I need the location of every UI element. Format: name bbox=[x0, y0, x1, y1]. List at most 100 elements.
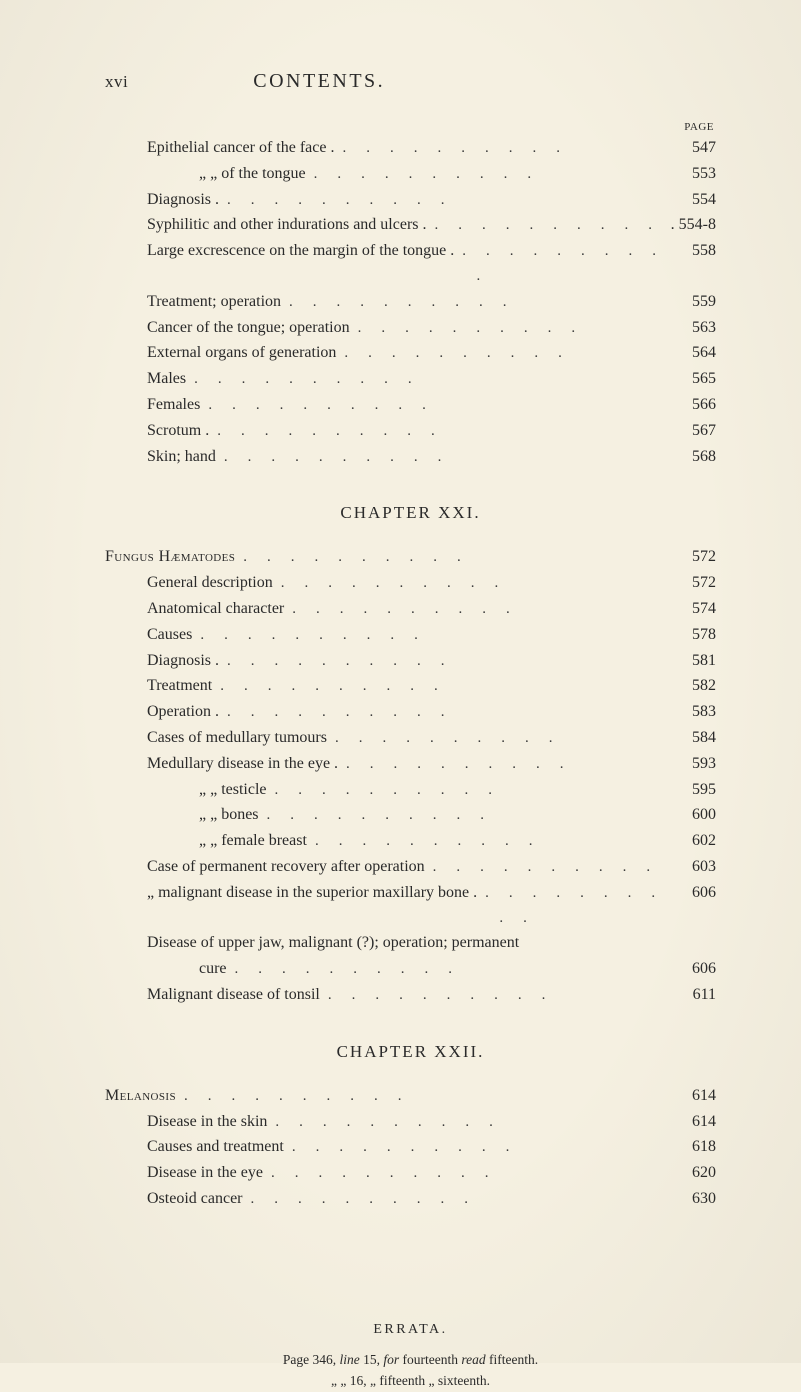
toc-top-entry-page: 554 bbox=[668, 188, 716, 213]
toc-ch21-entry-label: „ „ bones bbox=[199, 803, 259, 828]
toc-ch21-entry-label: „ „ female breast bbox=[199, 829, 307, 854]
dot-leader bbox=[307, 829, 668, 854]
dot-leader bbox=[334, 136, 668, 161]
errata-line-1-mid2: fourteenth bbox=[399, 1352, 461, 1367]
dot-leader bbox=[212, 674, 668, 699]
toc-ch21-entry-page: 578 bbox=[668, 623, 716, 648]
dot-leader bbox=[284, 597, 668, 622]
dot-leader bbox=[267, 778, 668, 803]
dot-leader bbox=[176, 1084, 668, 1109]
toc-ch21-entry-label: Medullary disease in the eye . bbox=[147, 752, 338, 777]
toc-ch21-entry-page: 602 bbox=[668, 829, 716, 854]
toc-top-entry-page: 547 bbox=[668, 136, 716, 161]
toc-top-entry-label: Skin; hand bbox=[147, 445, 216, 470]
toc-top-entry: Large excrescence on the margin of the t… bbox=[105, 239, 716, 289]
toc-top-entry: Skin; hand 568 bbox=[105, 445, 716, 470]
toc-top-entry: Syphilitic and other indurations and ulc… bbox=[105, 213, 716, 238]
toc-ch22-entry-page: 618 bbox=[668, 1135, 716, 1160]
toc-ch22-entry: Disease in the skin614 bbox=[105, 1110, 716, 1135]
toc-top-entry-page: 563 bbox=[668, 316, 716, 341]
errata-line-1-mid: 15, bbox=[360, 1352, 384, 1367]
toc-ch21-entry-page: 572 bbox=[668, 545, 716, 570]
toc-ch22-entry-label: Osteoid cancer bbox=[147, 1187, 243, 1212]
toc-ch21-entry: Diagnosis .581 bbox=[105, 649, 716, 674]
toc-ch22-entry-label: Melanosis bbox=[105, 1084, 176, 1109]
toc-ch21-entry-page: 593 bbox=[668, 752, 716, 777]
page-header: xvi CONTENTS. bbox=[105, 70, 716, 93]
toc-ch21-entry-page: 606 bbox=[668, 957, 716, 982]
dot-leader bbox=[186, 367, 668, 392]
dot-leader bbox=[263, 1161, 668, 1186]
dot-leader bbox=[267, 1110, 668, 1135]
dot-leader bbox=[209, 419, 668, 444]
toc-top-entry-page: 559 bbox=[668, 290, 716, 315]
toc-ch21-entry-page: 584 bbox=[668, 726, 716, 751]
toc-ch21-entry: Malignant disease of tonsil611 bbox=[105, 983, 716, 1008]
toc-ch21-entry-page: 572 bbox=[668, 571, 716, 596]
toc-ch21-entry-label: Disease of upper jaw, malignant (?); ope… bbox=[147, 931, 519, 956]
contents-title: CONTENTS. bbox=[253, 70, 385, 93]
dot-leader bbox=[219, 700, 668, 725]
dot-leader bbox=[235, 545, 668, 570]
toc-top-entry-page: 568 bbox=[668, 445, 716, 470]
toc-chapter-21: Fungus Hæmatodes572General description57… bbox=[105, 545, 716, 1007]
toc-top-entry-label: Epithelial cancer of the face . bbox=[147, 136, 334, 161]
toc-ch21-entry-label: „ malignant disease in the superior maxi… bbox=[147, 881, 477, 906]
toc-ch21-entry: Causes578 bbox=[105, 623, 716, 648]
toc-ch21-entry-label: General description bbox=[147, 571, 273, 596]
dot-leader bbox=[192, 623, 668, 648]
toc-ch21-entry: „ „ bones600 bbox=[105, 803, 716, 828]
toc-top-entry-label: Males bbox=[147, 367, 186, 392]
toc-top-entry-page: . 554-8 bbox=[668, 213, 716, 238]
toc-ch22-entry-page: 614 bbox=[668, 1110, 716, 1135]
toc-ch21-entry: General description 572 bbox=[105, 571, 716, 596]
chapter-21-heading: CHAPTER XXI. bbox=[105, 503, 716, 523]
toc-ch21-entry-page: 574 bbox=[668, 597, 716, 622]
toc-top-entry: Diagnosis .554 bbox=[105, 188, 716, 213]
toc-ch21-entry: Anatomical character 574 bbox=[105, 597, 716, 622]
toc-ch22-entry: Disease in the eye 620 bbox=[105, 1161, 716, 1186]
dot-leader bbox=[425, 855, 668, 880]
dot-leader bbox=[219, 649, 668, 674]
toc-ch22-entry-label: Disease in the eye bbox=[147, 1161, 263, 1186]
errata-line-1-italic2: for bbox=[383, 1352, 399, 1367]
toc-top-entry-page: 567 bbox=[668, 419, 716, 444]
toc-ch21-entry-label: „ „ testicle bbox=[199, 778, 267, 803]
toc-top-entry-label: Females bbox=[147, 393, 200, 418]
toc-top-entry: Cancer of the tongue; operation563 bbox=[105, 316, 716, 341]
errata-line-2: „ „ 16, „ fifteenth „ sixteenth. bbox=[105, 1371, 716, 1392]
dot-leader bbox=[320, 983, 668, 1008]
toc-ch21-entry-page: 595 bbox=[668, 778, 716, 803]
dot-leader bbox=[219, 188, 668, 213]
toc-ch21-entry: „ malignant disease in the superior maxi… bbox=[105, 881, 716, 931]
dot-leader bbox=[259, 803, 668, 828]
dot-leader bbox=[327, 726, 668, 751]
toc-top-entry-page: 553 bbox=[668, 162, 716, 187]
toc-top-entry: Treatment; operation559 bbox=[105, 290, 716, 315]
errata-line-1-tail: fifteenth. bbox=[486, 1352, 538, 1367]
toc-top-entry: External organs of generation564 bbox=[105, 341, 716, 366]
dot-leader bbox=[350, 316, 668, 341]
toc-ch22-entry-page: 620 bbox=[668, 1161, 716, 1186]
errata-block: ERRATA. Page 346, line 15, for fourteent… bbox=[105, 1322, 716, 1392]
toc-ch22-entry-page: 630 bbox=[668, 1187, 716, 1212]
toc-ch21-entry-page: 583 bbox=[668, 700, 716, 725]
toc-top-entry-label: „ „ of the tongue bbox=[199, 162, 306, 187]
dot-leader bbox=[200, 393, 668, 418]
dot-leader bbox=[284, 1135, 668, 1160]
toc-top-entry: Males 565 bbox=[105, 367, 716, 392]
toc-ch21-entry-label: Anatomical character bbox=[147, 597, 284, 622]
toc-ch21-entry-label: cure bbox=[199, 957, 227, 982]
toc-top-entry: „ „ of the tongue 553 bbox=[105, 162, 716, 187]
toc-top-entry: Females566 bbox=[105, 393, 716, 418]
toc-ch21-entry-page: 606 bbox=[668, 881, 716, 906]
dot-leader bbox=[281, 290, 668, 315]
page-number-roman: xvi bbox=[105, 72, 128, 92]
toc-ch21-entry: Treatment582 bbox=[105, 674, 716, 699]
toc-top-entry-page: 565 bbox=[668, 367, 716, 392]
toc-top-entry-label: Scrotum . bbox=[147, 419, 209, 444]
dot-leader bbox=[338, 752, 668, 777]
toc-ch21-entry-page: 603 bbox=[668, 855, 716, 880]
dot-leader bbox=[243, 1187, 668, 1212]
toc-ch21-entry-page: 611 bbox=[668, 983, 716, 1008]
